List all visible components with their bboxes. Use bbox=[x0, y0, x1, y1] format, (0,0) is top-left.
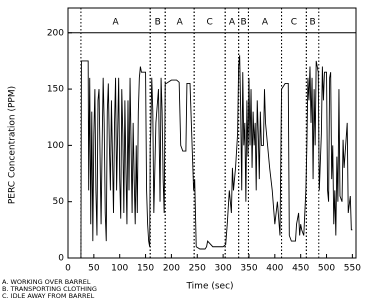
y-tick-label: 50 bbox=[53, 197, 65, 207]
phase-label: A bbox=[177, 18, 184, 28]
phase-label: C bbox=[291, 18, 297, 28]
phase-label: B bbox=[240, 18, 246, 28]
phase-label: B bbox=[309, 18, 315, 28]
y-tick-label: 200 bbox=[47, 28, 64, 38]
x-tick-label: 250 bbox=[189, 264, 206, 274]
x-tick-label: 50 bbox=[88, 264, 100, 274]
x-axis-label: Time (sec) bbox=[185, 282, 233, 292]
x-tick-label: 450 bbox=[292, 264, 309, 274]
x-tick-label: 500 bbox=[318, 264, 335, 274]
x-tick-label: 300 bbox=[215, 264, 232, 274]
x-tick-label: 350 bbox=[240, 264, 257, 274]
y-tick-label: 0 bbox=[58, 254, 64, 264]
phase-label: A bbox=[262, 18, 269, 28]
x-tick-label: 550 bbox=[344, 264, 361, 274]
legend-note: C. IDLE AWAY FROM BARREL bbox=[2, 292, 95, 300]
data-line bbox=[80, 55, 353, 259]
y-axis-label: PERC Concentration (PPM) bbox=[8, 86, 18, 204]
x-tick-label: 400 bbox=[266, 264, 283, 274]
y-tick-label: 100 bbox=[47, 141, 64, 151]
x-tick-label: 0 bbox=[65, 264, 71, 274]
phase-label: A bbox=[112, 18, 119, 28]
phase-label: B bbox=[155, 18, 161, 28]
phase-label: C bbox=[207, 18, 213, 28]
y-tick-label: 150 bbox=[47, 85, 64, 95]
plot-frame bbox=[67, 7, 357, 259]
x-tick-label: 100 bbox=[111, 264, 128, 274]
x-tick-label: 150 bbox=[137, 264, 154, 274]
x-tick-label: 200 bbox=[163, 264, 180, 274]
legend-note: B. TRANSPORTING CLOTHING bbox=[2, 285, 97, 293]
phase-label: A bbox=[229, 18, 236, 28]
legend-note: A. WORKING OVER BARREL bbox=[2, 278, 91, 286]
